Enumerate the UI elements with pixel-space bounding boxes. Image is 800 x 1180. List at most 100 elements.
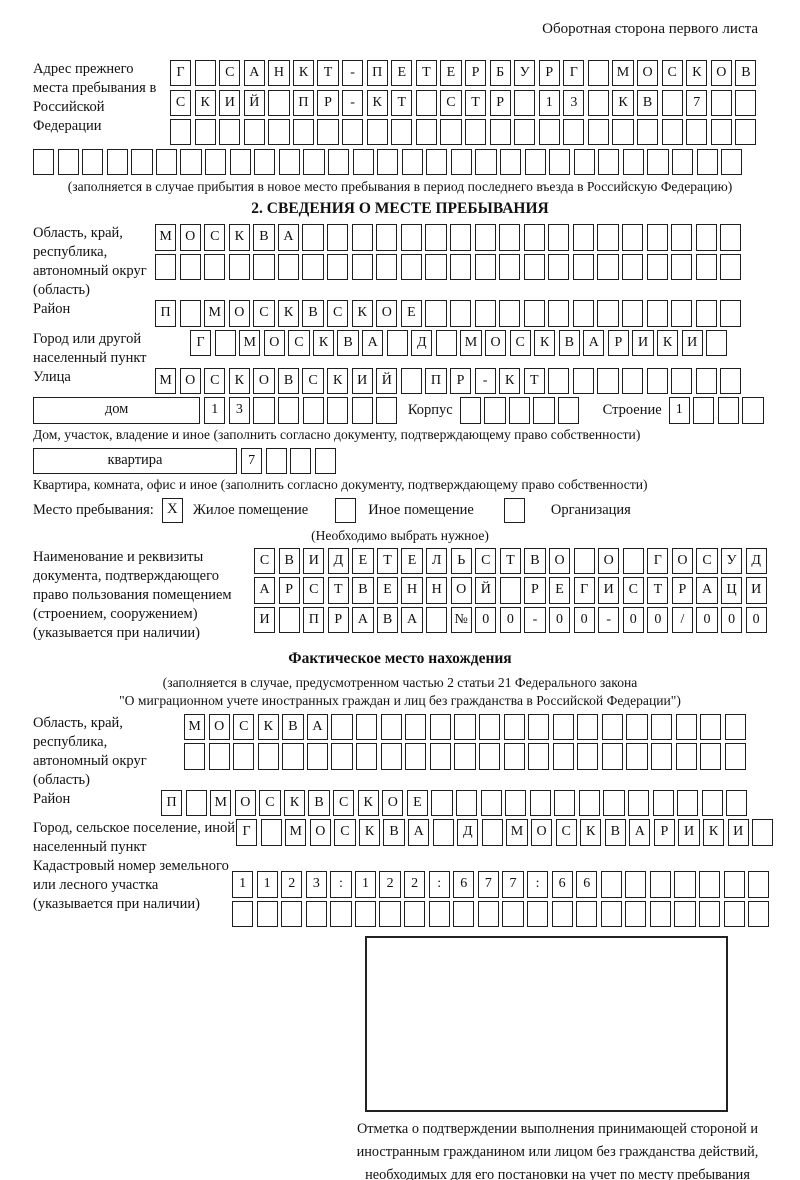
char-cell[interactable]: Й: [243, 89, 265, 116]
char-cell[interactable]: [671, 300, 693, 327]
char-cell[interactable]: О: [710, 60, 732, 87]
char-cell[interactable]: О: [598, 547, 620, 575]
char-cell[interactable]: 3: [563, 89, 585, 116]
char-cell[interactable]: И: [254, 607, 276, 634]
char-cell[interactable]: 0: [622, 607, 644, 634]
char-cell[interactable]: [723, 871, 745, 898]
char-cell[interactable]: [459, 397, 481, 424]
char-cell[interactable]: [281, 901, 303, 928]
char-cell[interactable]: К: [656, 329, 679, 357]
char-cell[interactable]: 0: [548, 607, 571, 634]
char-cell[interactable]: [426, 148, 448, 175]
char-cell[interactable]: [748, 901, 770, 928]
char-cell[interactable]: [720, 300, 742, 327]
char-cell[interactable]: [351, 253, 373, 281]
char-cell[interactable]: 7: [241, 447, 263, 474]
char-cell[interactable]: [454, 713, 476, 741]
char-cell[interactable]: А: [408, 819, 430, 846]
char-cell[interactable]: [748, 871, 770, 898]
char-cell[interactable]: [621, 367, 644, 395]
char-cell[interactable]: Г: [236, 819, 258, 846]
char-cell[interactable]: [386, 329, 408, 357]
char-cell[interactable]: [327, 224, 349, 251]
char-cell[interactable]: 0: [720, 607, 743, 634]
char-cell[interactable]: -: [598, 607, 620, 634]
char-cell[interactable]: [508, 397, 531, 424]
char-cell[interactable]: [597, 224, 619, 251]
char-cell[interactable]: [431, 789, 453, 817]
char-cell[interactable]: [598, 148, 620, 175]
char-cell[interactable]: [380, 743, 402, 770]
char-cell[interactable]: 1: [538, 89, 560, 116]
char-cell[interactable]: [391, 119, 413, 146]
char-cell[interactable]: [523, 224, 545, 251]
char-cell[interactable]: Р: [671, 577, 694, 604]
char-cell[interactable]: М: [460, 329, 482, 357]
char-cell[interactable]: [742, 397, 764, 424]
char-cell[interactable]: 0: [499, 607, 521, 634]
char-cell[interactable]: И: [678, 819, 700, 846]
char-cell[interactable]: [587, 89, 610, 116]
char-cell[interactable]: [503, 713, 525, 741]
char-cell[interactable]: [33, 148, 55, 175]
char-cell[interactable]: [576, 901, 598, 928]
char-cell[interactable]: [474, 300, 496, 327]
char-cell[interactable]: [253, 397, 275, 424]
char-cell[interactable]: Д: [457, 819, 479, 846]
char-cell[interactable]: [721, 148, 743, 175]
char-cell[interactable]: [626, 743, 648, 770]
char-cell[interactable]: [376, 397, 398, 424]
char-cell[interactable]: К: [702, 819, 725, 846]
char-cell[interactable]: [185, 789, 207, 817]
char-cell[interactable]: [552, 713, 574, 741]
char-cell[interactable]: Й: [376, 367, 398, 395]
char-cell[interactable]: [155, 253, 177, 281]
char-cell[interactable]: [454, 743, 476, 770]
char-cell[interactable]: [724, 713, 746, 741]
char-cell[interactable]: [563, 119, 585, 146]
char-cell[interactable]: [219, 119, 241, 146]
char-cell[interactable]: [600, 901, 622, 928]
char-cell[interactable]: Т: [376, 547, 399, 575]
char-cell[interactable]: Т: [464, 89, 487, 116]
char-cell[interactable]: [306, 743, 329, 770]
char-cell[interactable]: [260, 819, 282, 846]
char-cell[interactable]: К: [312, 329, 335, 357]
char-cell[interactable]: [572, 367, 595, 395]
char-cell[interactable]: [155, 148, 178, 175]
char-cell[interactable]: [449, 224, 472, 251]
char-cell[interactable]: С: [440, 89, 462, 116]
char-cell[interactable]: Б: [489, 60, 511, 87]
char-cell[interactable]: П: [292, 89, 315, 116]
char-cell[interactable]: 0: [745, 607, 767, 634]
char-cell[interactable]: В: [604, 819, 626, 846]
char-cell[interactable]: [573, 148, 595, 175]
char-cell[interactable]: [499, 577, 521, 604]
char-cell[interactable]: [194, 119, 216, 146]
char-cell[interactable]: [303, 148, 325, 175]
char-cell[interactable]: 0: [573, 607, 595, 634]
char-cell[interactable]: [701, 789, 723, 817]
char-cell[interactable]: О: [671, 547, 694, 575]
char-cell[interactable]: [698, 871, 721, 898]
char-cell[interactable]: [351, 397, 373, 424]
char-cell[interactable]: И: [745, 577, 767, 604]
char-cell[interactable]: [548, 300, 570, 327]
char-cell[interactable]: [661, 119, 683, 146]
char-cell[interactable]: О: [382, 789, 404, 817]
char-cell[interactable]: А: [254, 577, 276, 604]
char-cell[interactable]: [597, 300, 619, 327]
char-cell[interactable]: [478, 713, 501, 741]
char-cell[interactable]: К: [686, 60, 708, 87]
char-cell[interactable]: С: [288, 329, 310, 357]
char-cell[interactable]: [752, 819, 774, 846]
char-cell[interactable]: Е: [376, 577, 399, 604]
char-cell[interactable]: О: [484, 329, 507, 357]
char-cell[interactable]: Е: [440, 60, 462, 87]
char-cell[interactable]: Н: [401, 577, 423, 604]
char-cell[interactable]: [429, 743, 451, 770]
char-cell[interactable]: М: [155, 224, 177, 251]
char-cell[interactable]: [131, 148, 153, 175]
char-cell[interactable]: Е: [548, 577, 571, 604]
char-cell[interactable]: [356, 743, 378, 770]
